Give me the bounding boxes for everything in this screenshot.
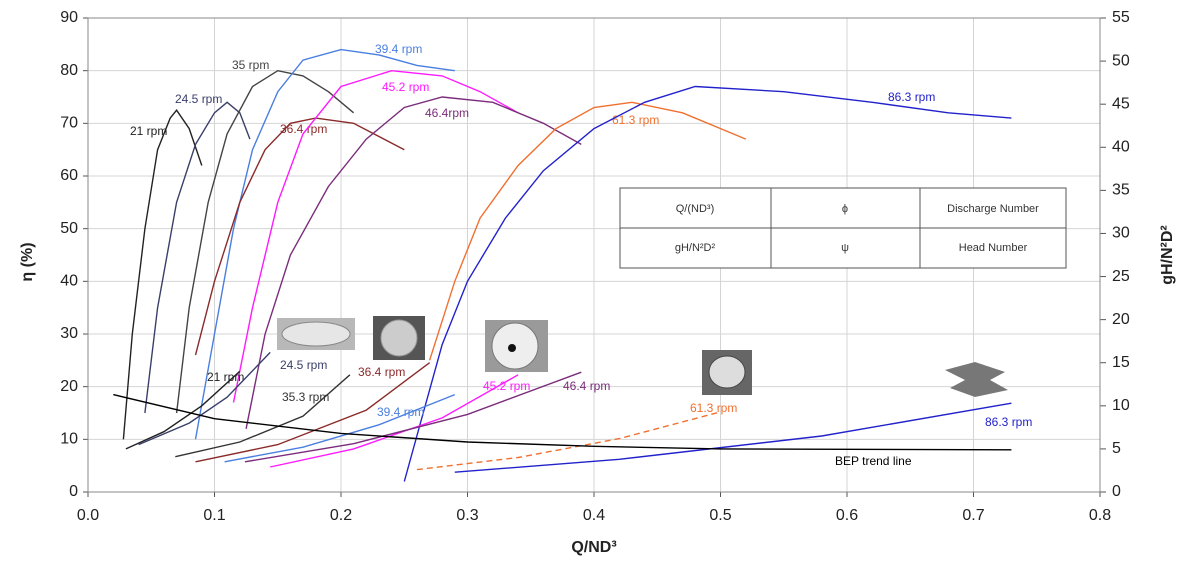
y2-tick-label: 45	[1112, 95, 1130, 112]
impeller-images	[277, 316, 1008, 397]
y2-tick-label: 5	[1112, 440, 1121, 457]
series-label: 45.2 rpm	[483, 379, 530, 393]
symbol-table: Q/(ND³) ϕ Discharge Number gH/N²D² ψ Hea…	[619, 187, 1067, 269]
series-label: 86.3 rpm	[888, 90, 935, 104]
series-label: 39.4 rpm	[377, 405, 424, 419]
series-label: 24.5 rpm	[280, 358, 327, 372]
y2-tick-label: 10	[1112, 397, 1130, 414]
series-line	[416, 411, 721, 471]
series-label: 35 rpm	[232, 58, 269, 72]
series-line	[113, 393, 1012, 451]
y-tick-label: 70	[60, 115, 78, 132]
y-tick-label: 40	[60, 273, 78, 290]
x-tick-label: 0.4	[583, 507, 605, 524]
series-label: 21 rpm	[130, 124, 167, 138]
y2-tick-label: 55	[1112, 9, 1130, 26]
y2-tick-label: 50	[1112, 52, 1130, 69]
series-line	[122, 109, 203, 440]
series-line	[244, 371, 582, 463]
x-axis-label: Q/ND³	[571, 539, 616, 556]
series-line	[125, 370, 241, 450]
y2-tick-label: 25	[1112, 268, 1130, 285]
y2-tick-label: 20	[1112, 311, 1130, 328]
series-line	[194, 48, 455, 440]
table-cell: Discharge Number	[947, 203, 1039, 215]
y-tick-label: 0	[69, 483, 78, 500]
series-line	[224, 393, 456, 463]
table-cell: Q/(ND³)	[676, 203, 715, 215]
x-tick-label: 0.8	[1089, 507, 1111, 524]
impeller-image	[508, 344, 516, 352]
impeller-image	[708, 355, 746, 389]
y-tick-label: 50	[60, 220, 78, 237]
series-label: 46.4rpm	[425, 106, 469, 120]
impeller-image	[380, 319, 418, 357]
x-tick-label: 0.1	[203, 507, 225, 524]
series-label: 45.2 rpm	[382, 80, 429, 94]
series-line	[270, 374, 519, 468]
table-cell: ψ	[841, 242, 849, 254]
x-tick-label: 0.3	[456, 507, 478, 524]
series-line	[232, 69, 519, 403]
series-line	[245, 96, 582, 429]
y-tick-label: 20	[60, 378, 78, 395]
x-tick-label: 0.2	[330, 507, 352, 524]
impeller-image	[281, 321, 351, 347]
series-line	[175, 69, 355, 414]
y-tick-label: 30	[60, 325, 78, 342]
x-tick-label: 0.0	[77, 507, 99, 524]
series-label: 61.3 rpm	[612, 113, 659, 127]
series-label: 24.5 rpm	[175, 92, 222, 106]
table-cell: ϕ	[842, 203, 848, 215]
table-cell: Head Number	[959, 242, 1028, 254]
y-tick-label: 80	[60, 62, 78, 79]
series-line	[454, 402, 1012, 473]
x-tick-label: 0.5	[709, 507, 731, 524]
series-line	[403, 85, 1012, 482]
series-line	[428, 101, 747, 361]
series-label: 86.3 rpm	[985, 415, 1032, 429]
series-line	[144, 101, 251, 414]
y-tick-label: 90	[60, 9, 78, 26]
y2-tick-label: 30	[1112, 225, 1130, 242]
series-label: 35.3 rpm	[282, 390, 329, 404]
y2-tick-label: 15	[1112, 354, 1130, 371]
series-line	[138, 351, 271, 446]
y-tick-label: 60	[60, 167, 78, 184]
series-line	[194, 117, 405, 356]
y-tick-label: 10	[60, 431, 78, 448]
table-cell: gH/N²D²	[675, 242, 716, 254]
series-label: 39.4 rpm	[375, 42, 422, 56]
series-line	[175, 374, 351, 458]
plot-frame	[87, 17, 1101, 493]
y2-tick-label: 35	[1112, 182, 1130, 199]
y-axis-label: η (%)	[19, 242, 36, 281]
series-label: BEP trend line	[835, 454, 912, 468]
series-label: 61.3 rpm	[690, 401, 737, 415]
x-tick-label: 0.6	[836, 507, 858, 524]
series-label: 36.4 rpm	[280, 122, 327, 136]
series-label: 36.4 rpm	[358, 365, 405, 379]
impeller-image	[945, 362, 1008, 397]
y2-tick-label: 40	[1112, 138, 1130, 155]
y2-axis-label: gH/N²D²	[1159, 225, 1176, 285]
series-line	[195, 362, 431, 463]
x-tick-label: 0.7	[962, 507, 984, 524]
y2-tick-label: 0	[1112, 483, 1121, 500]
series-label: 21 rpm	[207, 370, 244, 384]
series-label: 46.4 rpm	[563, 379, 610, 393]
